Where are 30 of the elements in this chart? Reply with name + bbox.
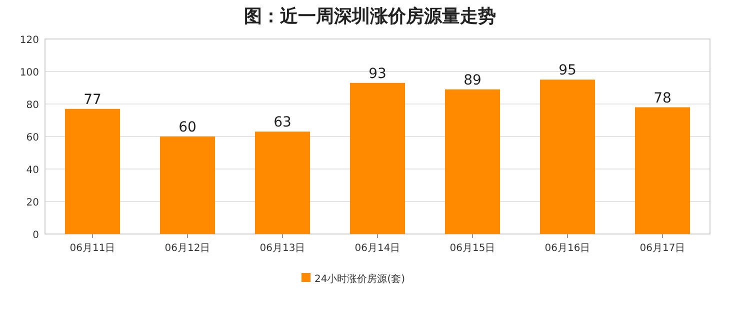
x-tick-label: 06月11日	[70, 243, 116, 254]
y-tick-label: 80	[26, 100, 39, 111]
x-tick-label: 06月12日	[164, 243, 210, 254]
bar	[444, 89, 500, 234]
data-label: 93	[368, 66, 386, 82]
x-tick-label: 06月17日	[640, 243, 686, 254]
x-tick-label: 06月15日	[450, 243, 496, 254]
bar	[634, 107, 690, 234]
data-label: 77	[84, 92, 102, 108]
y-tick-label: 20	[26, 198, 39, 208]
bar	[160, 136, 216, 234]
bar	[540, 80, 596, 234]
data-label: 60	[178, 120, 196, 136]
y-tick-label: 120	[20, 35, 39, 46]
chart-title: 图：近一周深圳涨价房源量走势	[244, 6, 496, 27]
bar	[254, 132, 310, 234]
bar	[64, 108, 120, 234]
legend-label: 24小时涨价房源(套)	[314, 273, 406, 285]
x-tick-label: 06月16日	[544, 243, 590, 254]
y-tick-label: 100	[20, 68, 39, 78]
y-tick-label: 0	[32, 230, 39, 241]
x-tick-label: 06月13日	[260, 243, 306, 254]
data-label: 89	[464, 72, 482, 88]
data-label: 78	[654, 90, 672, 106]
y-tick-label: 60	[26, 132, 39, 144]
data-label: 63	[274, 114, 292, 131]
x-tick-label: 06月14日	[354, 243, 400, 254]
y-tick-label: 40	[26, 165, 39, 176]
data-label: 95	[558, 62, 576, 79]
bar	[350, 82, 406, 234]
